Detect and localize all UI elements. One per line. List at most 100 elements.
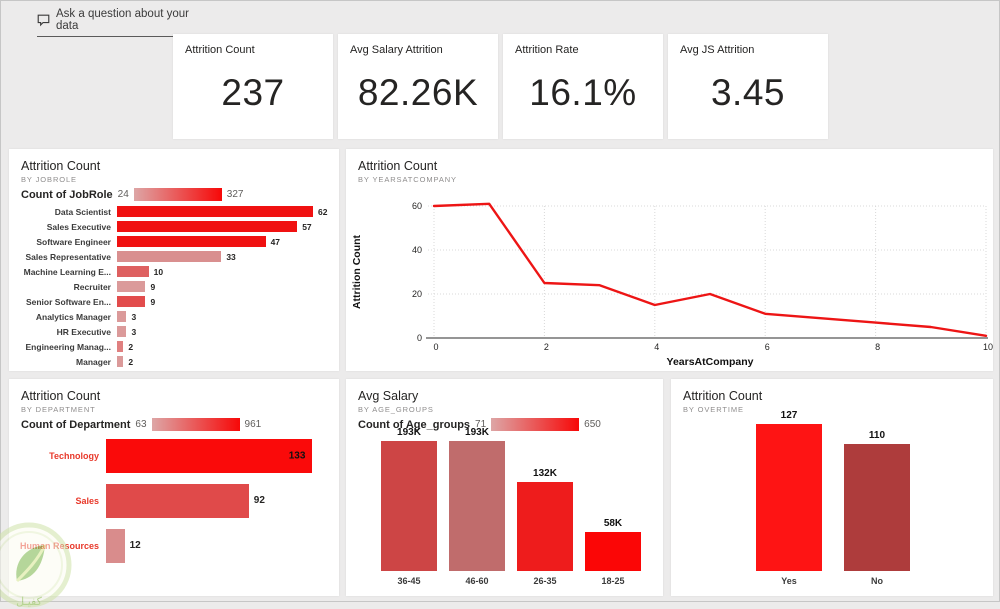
column-category-label: 36-45 [397, 576, 421, 586]
qa-placeholder: Ask a question about your data [56, 8, 189, 32]
bar[interactable] [106, 483, 249, 518]
bar-category-label: Sales Executive [46, 221, 111, 232]
bar-category-label: Sales Representative [25, 251, 111, 262]
column-value-label: 110 [868, 430, 886, 441]
column-value-label: 132K [533, 468, 557, 479]
department-bar-chart: Technology 133 Sales 92 Human Resources 12 [9, 433, 333, 568]
column-bar[interactable] [585, 532, 641, 571]
x-tick-label: 4 [654, 342, 659, 352]
bar-category-label: Recruiter [73, 281, 111, 292]
bar-value-label: 47 [270, 236, 281, 247]
legend-min-value: 24 [117, 189, 129, 200]
chart-card-attrition-by-overtime: Attrition Count BY OVERTIME 127 Yes 110 No [671, 379, 993, 596]
bar-row: Analytics Manager 3 [9, 309, 333, 324]
bar-value-label: 3 [131, 326, 137, 337]
bar-row: Engineering Manag... 2 [9, 339, 333, 354]
kpi-card-avg-salary-attrition[interactable]: Avg Salary Attrition 82.26K [338, 34, 498, 139]
kpi-value: 3.45 [710, 72, 785, 113]
chart-subtitle: BY DEPARTMENT [21, 405, 96, 414]
column-bar[interactable] [449, 441, 505, 571]
bar-value-label: 2 [128, 341, 134, 352]
color-legend: Count of Age_groups 71 650 [358, 418, 663, 431]
column-bar[interactable] [381, 441, 437, 571]
column-bar[interactable] [756, 424, 822, 571]
chart-title: Avg Salary [358, 389, 419, 403]
column-cell: 110 No [844, 430, 910, 586]
qa-search-input[interactable]: Ask a question about your data [37, 8, 211, 37]
chart-card-attrition-by-years: Attrition Count BY YEARSATCOMPANY 0 2 4 6 8 1… [346, 149, 993, 371]
bar[interactable] [117, 251, 222, 262]
column-category-label: 26-35 [533, 576, 557, 586]
x-tick-label: 10 [983, 342, 993, 352]
years-line-chart[interactable]: 0 2 4 6 8 10 0 20 40 60 YearsAtCompany Attrition Co… [346, 171, 993, 371]
column-category-label: 18-25 [601, 576, 625, 586]
bar[interactable] [117, 236, 266, 247]
kpi-card-attrition-rate[interactable]: Attrition Rate 16.1% [503, 34, 663, 139]
bar-category-label: Technology [49, 450, 99, 461]
legend-min-value: 63 [135, 419, 147, 430]
bar[interactable] [117, 266, 149, 277]
overtime-column-chart: 127 Yes 110 No [756, 410, 910, 586]
bar-category-label: Human Resources [19, 540, 99, 551]
bar[interactable] [106, 528, 125, 563]
bar[interactable] [117, 221, 298, 232]
kpi-card-attrition-count[interactable]: Attrition Count 237 [173, 34, 333, 139]
kpi-label: Attrition Count [185, 44, 255, 56]
legend-min-value: 71 [475, 419, 487, 430]
legend-max-value: 327 [226, 189, 244, 200]
bar[interactable] [117, 341, 124, 352]
bar-row: Recruiter 9 [9, 279, 333, 294]
bar-category-label: Analytics Manager [35, 311, 111, 322]
y-axis-title: Attrition Count [351, 234, 363, 309]
chart-card-attrition-by-jobrole: Attrition Count BY JOBROLE Count of JobR… [9, 149, 339, 371]
chart-title: Attrition Count [21, 389, 101, 403]
bar-value-label: 10 [153, 266, 164, 277]
x-tick-label: 2 [544, 342, 549, 352]
bar-category-label: Data Scientist [54, 206, 111, 217]
column-value-label: 193K [465, 427, 489, 438]
column-cell: 132K 26-35 [517, 468, 573, 586]
bar[interactable] [117, 206, 313, 217]
kpi-value: 237 [221, 72, 285, 113]
column-category-label: 46-60 [465, 576, 489, 586]
column-category-label: Yes [781, 576, 797, 586]
kpi-label: Attrition Rate [515, 44, 579, 56]
column-cell: 127 Yes [756, 410, 822, 586]
bar[interactable] [117, 281, 146, 292]
color-legend: Count of Department 63 961 [21, 418, 339, 431]
column-bar[interactable] [844, 444, 910, 571]
bar-category-label: Machine Learning E... [23, 266, 111, 277]
bar-value-label: 12 [129, 540, 141, 551]
x-tick-label: 8 [875, 342, 880, 352]
bar-value-label: 9 [150, 281, 156, 292]
speech-bubble-icon [37, 14, 50, 26]
bar-category-label: Software Engineer [36, 236, 111, 247]
age-column-chart: 193K 36-45 193K 46-60 132K 26-35 58K 18-25 [381, 427, 641, 586]
bar[interactable]: 133 [106, 438, 313, 473]
chart-card-avg-salary-by-age: Avg Salary BY AGE_GROUPS Count of Age_gr… [346, 379, 663, 596]
x-tick-label: 0 [433, 342, 438, 352]
column-cell: 193K 46-60 [449, 427, 505, 586]
column-value-label: 193K [397, 427, 421, 438]
chart-subtitle: BY OVERTIME [683, 405, 744, 414]
bar[interactable] [117, 326, 127, 337]
kpi-label: Avg Salary Attrition [350, 44, 443, 56]
legend-gradient-bar [133, 188, 222, 201]
y-tick-label: 0 [417, 333, 422, 343]
bar[interactable] [117, 311, 127, 322]
bar[interactable] [117, 296, 146, 307]
bar-row: Senior Software En... 9 [9, 294, 333, 309]
kpi-value: 82.26K [357, 72, 479, 113]
bar[interactable] [117, 356, 124, 367]
y-tick-label: 60 [412, 201, 422, 211]
bar-row: Sales 92 [9, 478, 333, 523]
y-tick-label: 40 [412, 245, 422, 255]
bar-row: HR Executive 3 [9, 324, 333, 339]
chart-title: Attrition Count [358, 159, 438, 173]
legend-label: Count of JobRole [21, 188, 113, 201]
column-bar[interactable] [517, 482, 573, 571]
legend-label: Count of Department [21, 418, 131, 431]
kpi-card-avg-js-attrition[interactable]: Avg JS Attrition 3.45 [668, 34, 828, 139]
attrition-line-series[interactable] [432, 202, 988, 338]
bar-row: Sales Representative 33 [9, 249, 333, 264]
